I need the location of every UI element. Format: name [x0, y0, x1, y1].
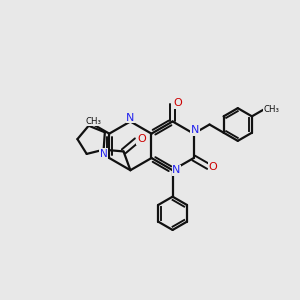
Text: N: N [191, 125, 200, 135]
Text: CH₃: CH₃ [85, 117, 101, 126]
Text: O: O [173, 98, 182, 108]
Text: N: N [126, 112, 135, 123]
Text: O: O [137, 134, 146, 144]
Text: N: N [172, 165, 181, 175]
Text: O: O [209, 162, 218, 172]
Text: N: N [100, 148, 107, 159]
Text: CH₃: CH₃ [264, 104, 280, 113]
